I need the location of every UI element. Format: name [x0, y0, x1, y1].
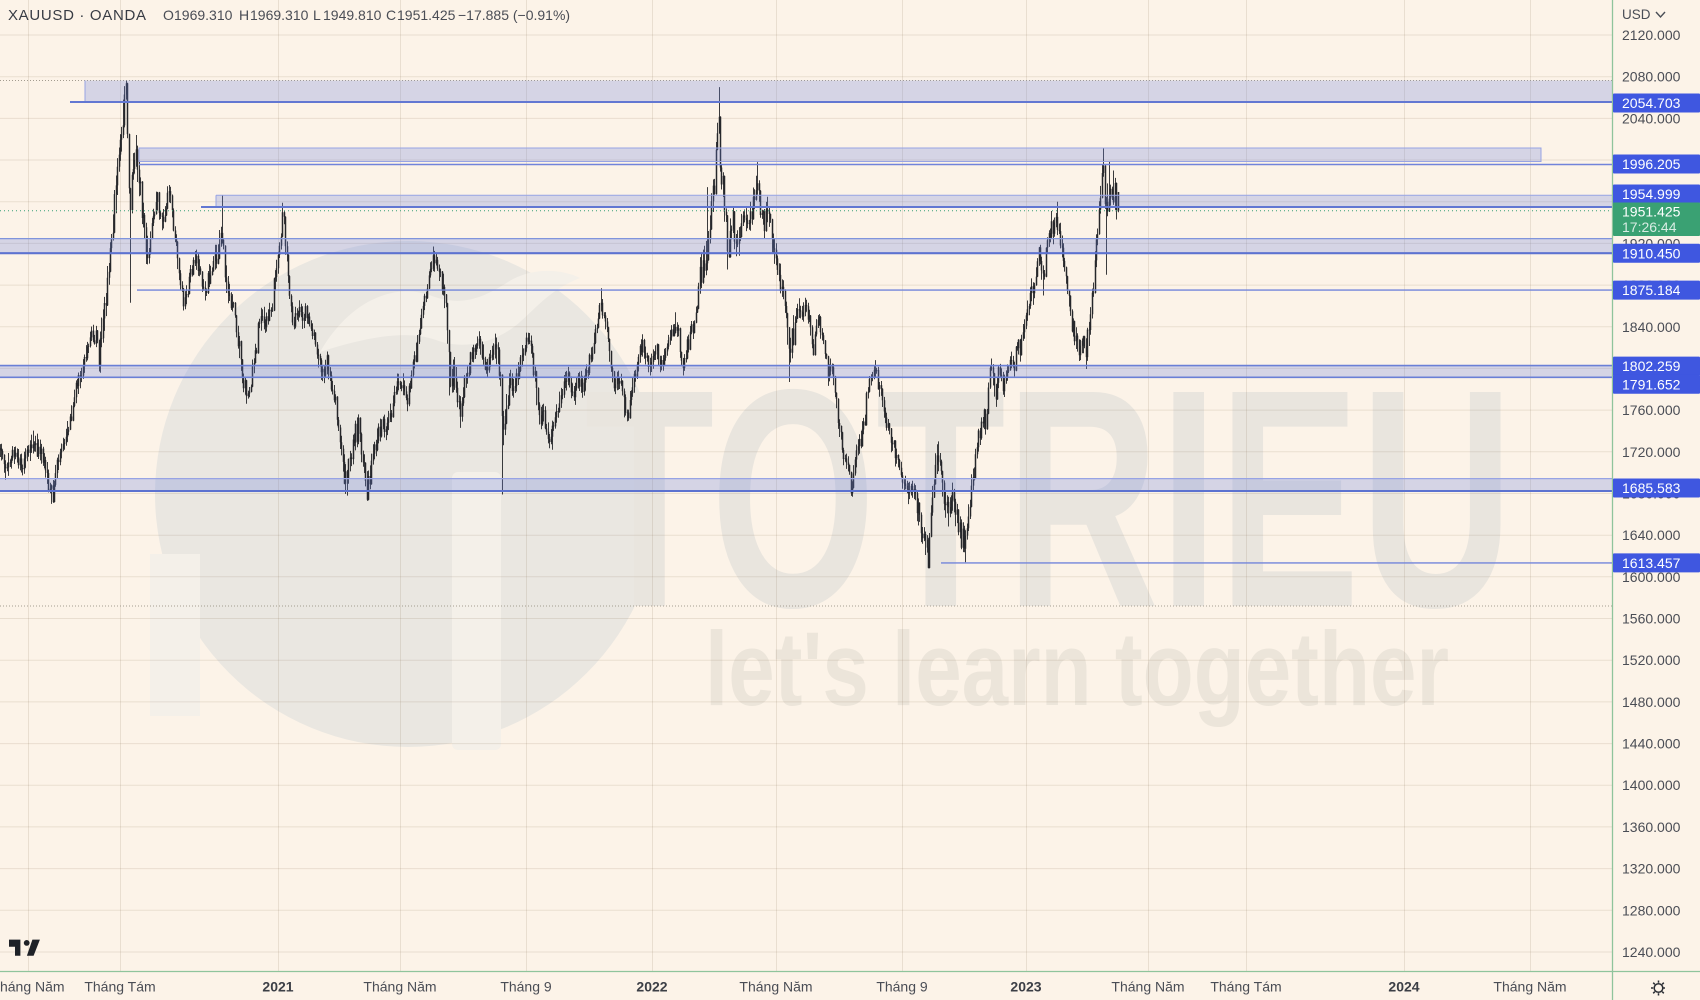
svg-text:1520.000: 1520.000 — [1622, 652, 1681, 668]
svg-text:2040.000: 2040.000 — [1622, 110, 1681, 126]
svg-text:1685.583: 1685.583 — [1622, 480, 1681, 496]
svg-text:1613.457: 1613.457 — [1622, 555, 1681, 571]
svg-text:Tháng Tám: Tháng Tám — [1210, 979, 1281, 995]
svg-text:1949.810: 1949.810 — [323, 7, 382, 23]
svg-text:1969.310: 1969.310 — [250, 7, 309, 23]
svg-text:USD: USD — [1622, 7, 1651, 22]
svg-text:2024: 2024 — [1388, 979, 1419, 995]
svg-text:let's learn together: let's learn together — [705, 611, 1449, 728]
svg-text:H: H — [239, 7, 249, 23]
svg-text:1951.425: 1951.425 — [1622, 204, 1681, 220]
svg-text:2022: 2022 — [636, 979, 667, 995]
svg-text:1560.000: 1560.000 — [1622, 611, 1681, 627]
svg-text:XAUUSD · OANDA: XAUUSD · OANDA — [8, 7, 146, 24]
svg-text:1802.259: 1802.259 — [1622, 358, 1681, 374]
svg-text:2120.000: 2120.000 — [1622, 27, 1681, 43]
svg-text:Tháng Năm: Tháng Năm — [0, 979, 65, 995]
svg-text:2054.703: 2054.703 — [1622, 95, 1681, 111]
svg-text:−17.885 (−0.91%): −17.885 (−0.91%) — [458, 7, 570, 23]
svg-text:1840.000: 1840.000 — [1622, 319, 1681, 335]
svg-text:1440.000: 1440.000 — [1622, 736, 1681, 752]
svg-text:1954.999: 1954.999 — [1622, 186, 1681, 202]
svg-text:1760.000: 1760.000 — [1622, 402, 1681, 418]
svg-text:1480.000: 1480.000 — [1622, 694, 1681, 710]
svg-text:C: C — [386, 7, 396, 23]
svg-text:1791.652: 1791.652 — [1622, 376, 1681, 392]
svg-text:L: L — [313, 7, 321, 23]
svg-text:1969.310: 1969.310 — [174, 7, 233, 23]
svg-text:2021: 2021 — [262, 979, 293, 995]
svg-text:17:26:44: 17:26:44 — [1622, 219, 1677, 235]
svg-text:1875.184: 1875.184 — [1622, 282, 1681, 298]
svg-text:Tháng Năm: Tháng Năm — [739, 979, 812, 995]
svg-text:1360.000: 1360.000 — [1622, 819, 1681, 835]
svg-text:1320.000: 1320.000 — [1622, 861, 1681, 877]
svg-text:1996.205: 1996.205 — [1622, 156, 1681, 172]
svg-text:Tháng Năm: Tháng Năm — [1111, 979, 1184, 995]
svg-text:1910.450: 1910.450 — [1622, 245, 1681, 261]
svg-text:O: O — [163, 7, 174, 23]
svg-text:1600.000: 1600.000 — [1622, 569, 1681, 585]
svg-text:1400.000: 1400.000 — [1622, 777, 1681, 793]
svg-text:Tháng 9: Tháng 9 — [500, 979, 552, 995]
svg-text:2023: 2023 — [1010, 979, 1041, 995]
svg-text:2080.000: 2080.000 — [1622, 69, 1681, 85]
svg-text:Tháng 9: Tháng 9 — [876, 979, 928, 995]
svg-text:1951.425: 1951.425 — [397, 7, 456, 23]
svg-text:Tháng Năm: Tháng Năm — [363, 979, 436, 995]
svg-text:1280.000: 1280.000 — [1622, 902, 1681, 918]
svg-text:1720.000: 1720.000 — [1622, 444, 1681, 460]
svg-text:1240.000: 1240.000 — [1622, 944, 1681, 960]
svg-text:1640.000: 1640.000 — [1622, 527, 1681, 543]
svg-text:Tháng Năm: Tháng Năm — [1493, 979, 1566, 995]
svg-text:TOTRIEU: TOTRIEU — [585, 324, 1514, 672]
svg-text:Tháng Tám: Tháng Tám — [84, 979, 155, 995]
